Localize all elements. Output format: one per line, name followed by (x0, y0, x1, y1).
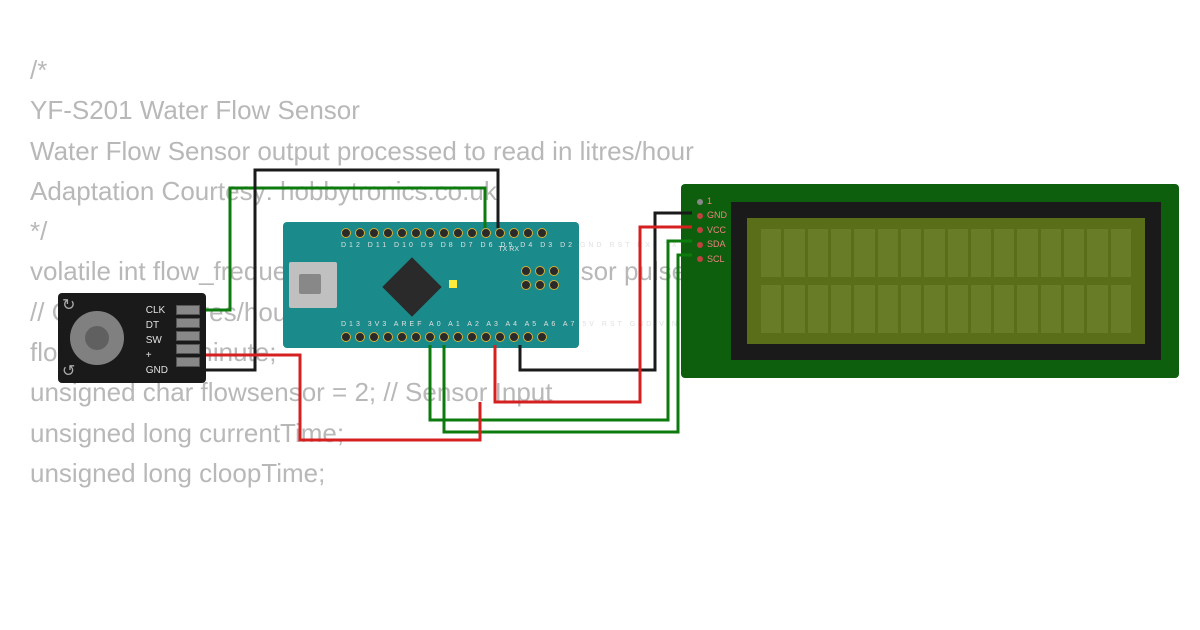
encoder-pin-labels: CLKDTSW+GND (146, 303, 168, 378)
mcu-chip-icon (382, 257, 441, 316)
lcd-display-area (747, 218, 1145, 344)
lcd-row-1 (761, 285, 1131, 333)
nano-txrx-label: TX RX (498, 246, 519, 254)
rotary-encoder-module: ↻ ↻ CLKDTSW+GND (58, 293, 206, 383)
nano-bottom-pins (341, 332, 547, 342)
nano-top-pins (341, 228, 547, 238)
rotate-arrow-icon: ↻ (62, 295, 75, 315)
arduino-nano: D12 D11 D10 D9 D8 D7 D6 D5 D4 D3 D2 GND … (283, 222, 579, 348)
wiring-diagram: ↻ ↻ CLKDTSW+GND D12 D11 D10 D9 D8 D7 D6 … (0, 0, 1200, 630)
icsp-header (521, 266, 559, 290)
encoder-knob-icon (70, 311, 124, 365)
rotate-arrow-icon: ↻ (62, 361, 75, 381)
usb-port-icon (289, 262, 337, 308)
nano-bot-labels: D13 3V3 AREF A0 A1 A2 A3 A4 A5 A6 A7 5V … (341, 321, 680, 328)
lcd-1602-module: 1GNDVCCSDASCL (681, 184, 1179, 378)
lcd-row-0 (761, 229, 1131, 277)
lcd-i2c-pin-labels: 1GNDVCCSDASCL (697, 194, 727, 266)
encoder-pin-header (176, 305, 200, 367)
lcd-bezel (731, 202, 1161, 360)
power-led-icon (449, 280, 457, 288)
